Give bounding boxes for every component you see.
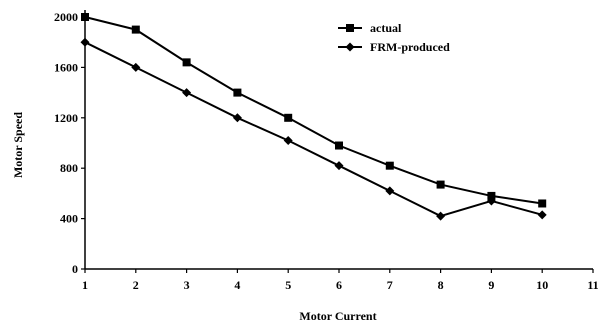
y-tick-label: 0 <box>72 262 78 276</box>
x-tick-label: 6 <box>336 278 342 292</box>
axes <box>84 10 593 270</box>
legend: actual FRM-produced <box>338 21 450 54</box>
y-tick-label: 2000 <box>54 10 78 24</box>
legend-item-actual: actual <box>338 21 402 35</box>
data-point-actual <box>182 58 191 67</box>
x-tick-label: 2 <box>133 278 139 292</box>
data-point-actual <box>385 161 394 170</box>
x-axis-ticks: 1 2 3 4 5 6 7 8 9 10 11 <box>82 269 599 292</box>
data-point-frm-produced <box>436 211 446 221</box>
y-tick-label: 1600 <box>54 60 78 74</box>
series-line-actual <box>84 16 543 205</box>
data-point-actual <box>335 141 343 150</box>
x-tick-label: 11 <box>587 278 598 292</box>
x-tick-label: 7 <box>387 278 393 292</box>
data-point-frm-produced <box>131 62 141 72</box>
x-tick-label: 1 <box>82 278 88 292</box>
x-tick-label: 8 <box>438 278 444 292</box>
y-tick-label: 800 <box>60 161 78 175</box>
series-frm-produced <box>80 37 547 221</box>
legend-marker <box>346 24 354 32</box>
data-point-actual <box>284 113 293 122</box>
data-point-frm-produced <box>537 210 547 220</box>
legend-item-frm-produced: FRM-produced <box>338 40 450 54</box>
x-tick-label: 3 <box>184 278 190 292</box>
x-tick-label: 10 <box>536 278 548 292</box>
data-point-frm-produced <box>334 161 344 171</box>
x-tick-label: 9 <box>488 278 494 292</box>
data-point-frm-produced <box>80 37 90 47</box>
y-tick-label: 1200 <box>54 111 78 125</box>
data-point-actual <box>538 199 547 208</box>
data-point-actual <box>233 88 242 97</box>
series-layer <box>80 13 547 221</box>
y-axis-title: Motor Speed <box>11 112 25 178</box>
x-tick-label: 5 <box>285 278 291 292</box>
data-point-frm-produced <box>283 135 293 145</box>
data-point-frm-produced <box>232 113 242 123</box>
data-point-actual <box>487 191 496 200</box>
data-point-actual <box>81 13 89 21</box>
series-actual <box>81 13 547 208</box>
series-line-frm-produced <box>84 41 543 218</box>
data-point-actual <box>131 25 140 34</box>
y-tick-label: 400 <box>60 212 78 226</box>
data-point-frm-produced <box>385 186 395 196</box>
x-tick-label: 4 <box>234 278 240 292</box>
data-point-actual <box>436 180 445 189</box>
data-point-frm-produced <box>486 196 496 206</box>
y-axis-ticks: 0 400 800 1200 1600 2000 <box>54 10 85 276</box>
legend-marker <box>345 42 355 52</box>
data-point-frm-produced <box>182 88 192 98</box>
x-axis-title: Motor Current <box>299 309 376 323</box>
legend-label: actual <box>370 21 402 35</box>
legend-label: FRM-produced <box>370 40 450 54</box>
